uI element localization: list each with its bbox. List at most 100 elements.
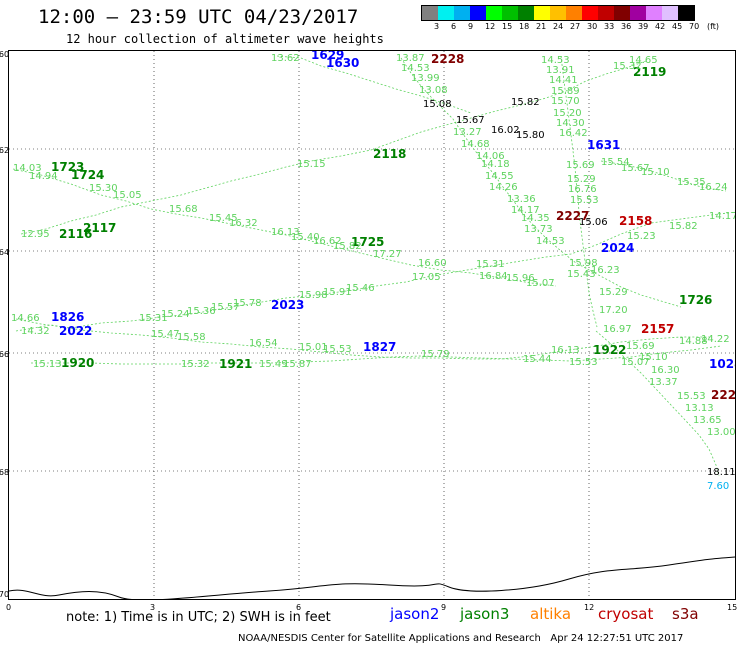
scale-label: 42	[655, 22, 666, 31]
pass-time-label: 2157	[641, 322, 674, 336]
wave-height-label: 14.41	[549, 75, 578, 86]
wave-height-label: 14.17	[709, 211, 735, 222]
scale-swatch	[502, 6, 518, 20]
satellite-track	[15, 324, 711, 360]
wave-height-label: 15.82	[511, 97, 540, 108]
wave-height-label: 15.36	[187, 306, 216, 317]
wave-height-label: 15.82	[333, 241, 362, 252]
wave-height-label: 16.42	[559, 128, 588, 139]
wave-height-label: 15.78	[233, 298, 262, 309]
scale-swatch	[662, 6, 678, 20]
scale-label: 33	[604, 22, 615, 31]
scale-swatch	[598, 6, 614, 20]
wave-height-label: 15.10	[639, 352, 668, 363]
wave-height-label: 15.15	[297, 159, 326, 170]
wave-height-label: 15.91	[323, 287, 352, 298]
pass-time-label: 1921	[219, 357, 252, 371]
wave-height-label: 14.65	[629, 55, 658, 66]
scale-label: 70	[689, 22, 700, 31]
wave-height-label: 16.13	[271, 227, 300, 238]
wave-height-label: 15.31	[476, 259, 505, 270]
wave-height-label: 12.95	[21, 229, 50, 240]
satellite-track	[560, 55, 598, 328]
wave-height-label: 16.32	[229, 218, 258, 229]
scale-label: 36	[621, 22, 632, 31]
wave-height-label: 14.17	[511, 205, 540, 216]
wave-height-label: 14.55	[485, 171, 514, 182]
pass-time-label: 1827	[363, 340, 396, 354]
wave-height-label: 14.94	[29, 171, 58, 182]
x-axis-label: 9	[441, 603, 447, 612]
scale-label: 3	[434, 22, 440, 31]
wave-height-label: 13.62	[271, 53, 300, 64]
y-axis-label: -62	[0, 146, 10, 155]
pass-time-label: 2119	[633, 65, 666, 79]
color-scale-swatches	[421, 5, 695, 21]
wave-height-label: 17.20	[599, 305, 628, 316]
wave-height-label: 17.05	[412, 272, 441, 283]
wave-height-label: 13.00	[707, 427, 735, 438]
y-axis-label: -66	[0, 350, 10, 359]
color-scale-labels: 3 6 9 12 15 18 21 24 27 30 33 36 39 42 45 70 (ft)	[421, 21, 719, 33]
wave-height-label: 14.53	[401, 63, 430, 74]
wave-height-label: 16.30	[651, 365, 680, 376]
map-subtitle: 12 hour collection of altimeter wave hei…	[66, 32, 384, 46]
wave-height-label: 15.47	[151, 329, 180, 340]
wave-height-label: 15.89	[551, 86, 580, 97]
wave-height-label: 13.08	[419, 85, 448, 96]
pass-time-label: 1629	[311, 51, 344, 62]
wave-height-label: 16.97	[603, 324, 632, 335]
wave-height-label: 14.68	[461, 139, 490, 150]
wave-height-label: 15.54	[601, 157, 630, 168]
y-axis-label: -70	[0, 590, 10, 599]
satellite-track	[15, 211, 735, 329]
wave-height-label: 15.13	[33, 359, 62, 370]
wave-height-label: 13.65	[693, 415, 722, 426]
wave-height-label: 16.23	[591, 265, 620, 276]
pass-time-label: 1028	[709, 357, 735, 371]
wave-height-label: 15.07	[621, 357, 650, 368]
satellite-track	[595, 330, 720, 477]
wave-height-label: 15.44	[523, 354, 552, 365]
x-axis-label: 6	[296, 603, 302, 612]
scale-swatch	[678, 6, 694, 20]
scale-label: 12	[485, 22, 496, 31]
satellite-track	[31, 345, 722, 365]
wave-height-label: 16.84	[479, 271, 508, 282]
scale-swatch	[630, 6, 646, 20]
scale-label: 9	[468, 22, 474, 31]
wave-height-label: 15.30	[89, 183, 118, 194]
wave-height-label: 14.03	[13, 163, 42, 174]
wave-height-label: 13.91	[546, 65, 575, 76]
pass-time-label: 1922	[593, 343, 626, 357]
legend-s3a: s3a	[672, 605, 699, 623]
wave-height-label: 15.98	[299, 290, 328, 301]
wave-height-label: 14.06	[476, 151, 505, 162]
pass-time-label: 2228	[431, 52, 464, 66]
satellite-track	[12, 168, 557, 287]
wave-height-label: 15.68	[169, 204, 198, 215]
wave-height-label: 15.70	[551, 96, 580, 107]
wave-height-label: 15.20	[553, 108, 582, 119]
wave-height-label: 14.53	[541, 55, 570, 66]
pass-time-label: 2023	[271, 298, 304, 312]
scale-swatch	[534, 6, 550, 20]
wave-height-label: 15.08	[423, 99, 452, 110]
pass-time-label: 2118	[373, 147, 406, 161]
wave-height-label: 15.06	[579, 217, 608, 228]
scale-label: 24	[553, 22, 564, 31]
pass-time-label: 2022	[59, 324, 92, 338]
wave-height-label: 13.13	[685, 403, 714, 414]
wave-height-label: 16.02	[491, 125, 520, 136]
wave-height-label: 16.13	[551, 345, 580, 356]
wave-height-label: 14.66	[11, 313, 40, 324]
wave-height-label: 14.88	[679, 336, 708, 347]
wave-height-label: 15.31	[139, 313, 168, 324]
wave-height-label: 15.87	[283, 359, 312, 370]
wave-height-label: 16.24	[699, 182, 728, 193]
wave-height-label: 15.53	[323, 344, 352, 355]
wave-height-label: 15.53	[570, 195, 599, 206]
wave-height-label: 15.10	[641, 167, 670, 178]
pass-time-label: 2226	[711, 388, 735, 402]
scale-swatch	[422, 6, 438, 20]
